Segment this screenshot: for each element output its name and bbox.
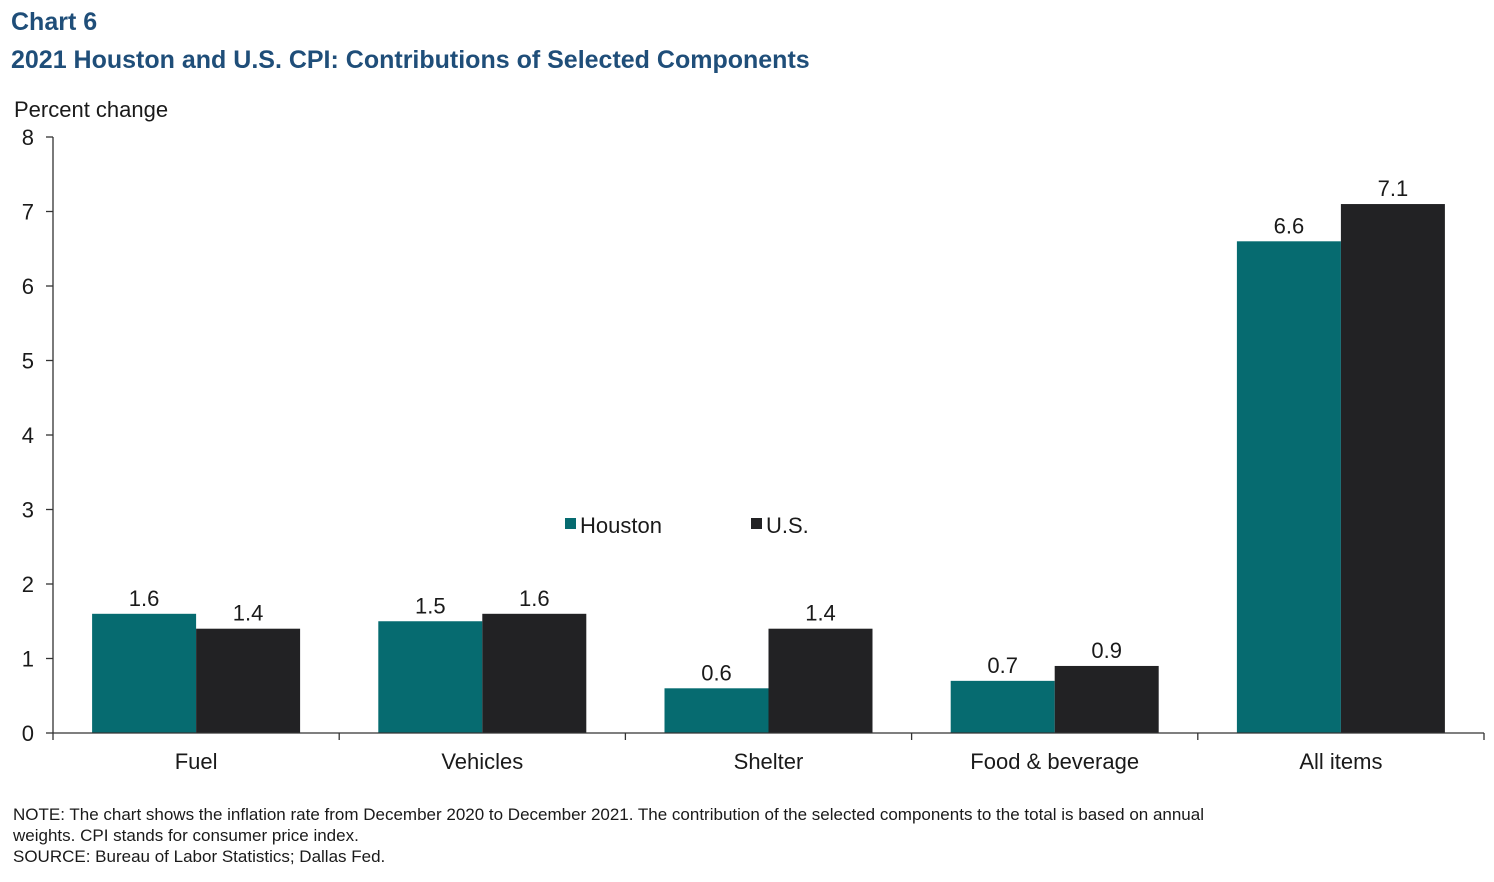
legend: Houston U.S.	[565, 513, 809, 538]
bar-houston	[1237, 241, 1341, 733]
bar-houston	[951, 681, 1055, 733]
y-tick-label: 7	[22, 200, 34, 225]
y-tick-label: 5	[22, 349, 34, 374]
data-label: 0.7	[987, 653, 1018, 678]
data-label: 0.9	[1091, 638, 1122, 663]
y-tick-label: 4	[22, 423, 34, 448]
bar-chart: Percent change 0 1 2 3 4 5 6 7 8 1.6 1.4 1.5 1.6 0.6…	[0, 0, 1494, 800]
note-line-1: NOTE: The chart shows the inflation rate…	[13, 804, 1453, 825]
y-axis: 0 1 2 3 4 5 6 7 8	[22, 125, 53, 746]
data-label: 1.6	[519, 586, 550, 611]
x-axis: Fuel Vehicles Shelter Food & beverage All it…	[53, 733, 1484, 774]
y-axis-label: Percent change	[14, 97, 168, 122]
bar-us	[196, 629, 300, 733]
y-tick-label: 1	[22, 647, 34, 672]
data-label: 6.6	[1274, 213, 1305, 238]
y-tick-label: 6	[22, 274, 34, 299]
data-label: 1.4	[805, 601, 836, 626]
legend-label: Houston	[580, 513, 662, 538]
data-label: 1.6	[129, 586, 160, 611]
bar-houston	[92, 614, 196, 733]
data-label: 0.6	[701, 660, 732, 685]
bar-us	[769, 629, 873, 733]
data-label: 1.4	[233, 601, 264, 626]
data-label: 1.5	[415, 593, 446, 618]
bar-us	[1055, 666, 1159, 733]
y-tick-label: 8	[22, 125, 34, 150]
bars: 1.6 1.4 1.5 1.6 0.6 1.4 0.7 0.9 6.6 7.1	[92, 176, 1445, 733]
x-category-label: Shelter	[734, 749, 804, 774]
y-tick-label: 0	[22, 721, 34, 746]
source-line: SOURCE: Bureau of Labor Statistics; Dall…	[13, 846, 1453, 867]
x-category-label: Food & beverage	[970, 749, 1139, 774]
y-tick-label: 2	[22, 572, 34, 597]
footnote: NOTE: The chart shows the inflation rate…	[13, 804, 1453, 867]
x-category-label: Fuel	[175, 749, 218, 774]
legend-label: U.S.	[766, 513, 809, 538]
bar-us	[482, 614, 586, 733]
bar-houston	[665, 688, 769, 733]
x-category-label: All items	[1299, 749, 1382, 774]
legend-swatch-houston	[565, 518, 576, 529]
x-category-label: Vehicles	[441, 749, 523, 774]
data-label: 7.1	[1378, 176, 1409, 201]
legend-swatch-us	[751, 518, 762, 529]
y-tick-label: 3	[22, 498, 34, 523]
bar-us	[1341, 204, 1445, 733]
bar-houston	[378, 621, 482, 733]
note-line-2: weights. CPI stands for consumer price i…	[13, 825, 1453, 846]
